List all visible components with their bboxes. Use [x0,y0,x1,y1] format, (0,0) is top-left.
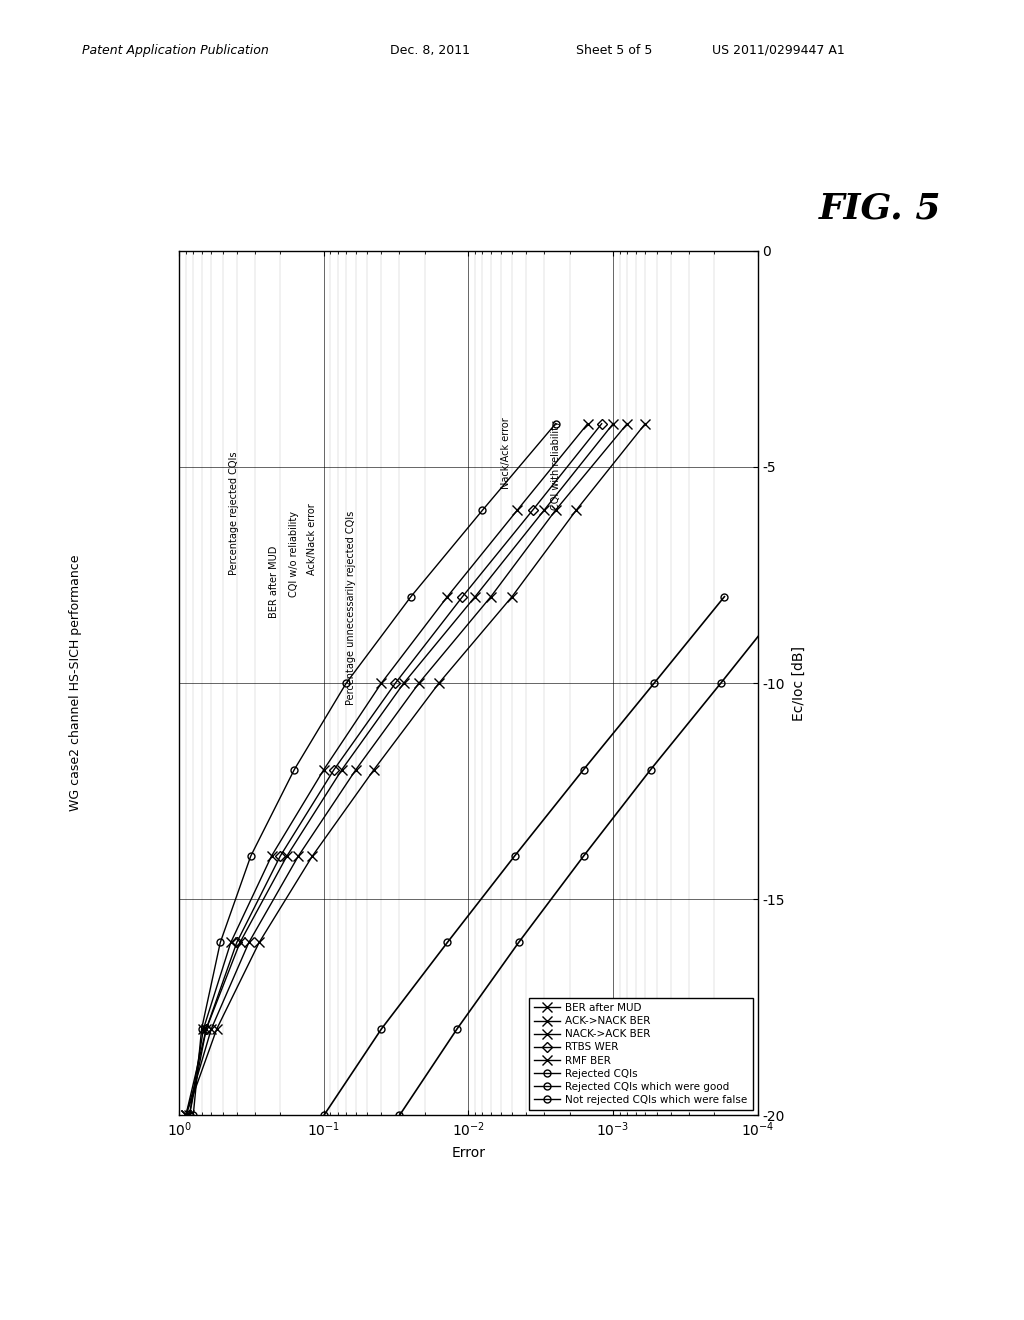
Text: Sheet 5 of 5: Sheet 5 of 5 [577,44,652,57]
Text: BER after MUD: BER after MUD [269,546,280,618]
Y-axis label: Ec/Ioc [dB]: Ec/Ioc [dB] [793,645,806,721]
Text: Percentage unnecessarily rejected CQIs: Percentage unnecessarily rejected CQIs [346,511,356,705]
Text: Percentage rejected CQIs: Percentage rejected CQIs [228,451,239,576]
Text: Patent Application Publication: Patent Application Publication [82,44,268,57]
Text: US 2011/0299447 A1: US 2011/0299447 A1 [712,44,845,57]
Text: CQI with reliability: CQI with reliability [551,421,560,510]
Text: FIG. 5: FIG. 5 [819,191,942,226]
Text: Ack/Nack error: Ack/Nack error [307,503,317,576]
Legend: BER after MUD, ACK->NACK BER, NACK->ACK BER, RTBS WER, RMF BER, Rejected CQIs, R: BER after MUD, ACK->NACK BER, NACK->ACK … [528,998,753,1110]
Text: Nack/Ack error: Nack/Ack error [501,417,511,488]
Text: WG case2 channel HS-SICH performance: WG case2 channel HS-SICH performance [69,554,82,812]
Text: CQI w/o reliability: CQI w/o reliability [290,511,299,597]
X-axis label: Error: Error [452,1146,485,1160]
Text: Dec. 8, 2011: Dec. 8, 2011 [390,44,470,57]
